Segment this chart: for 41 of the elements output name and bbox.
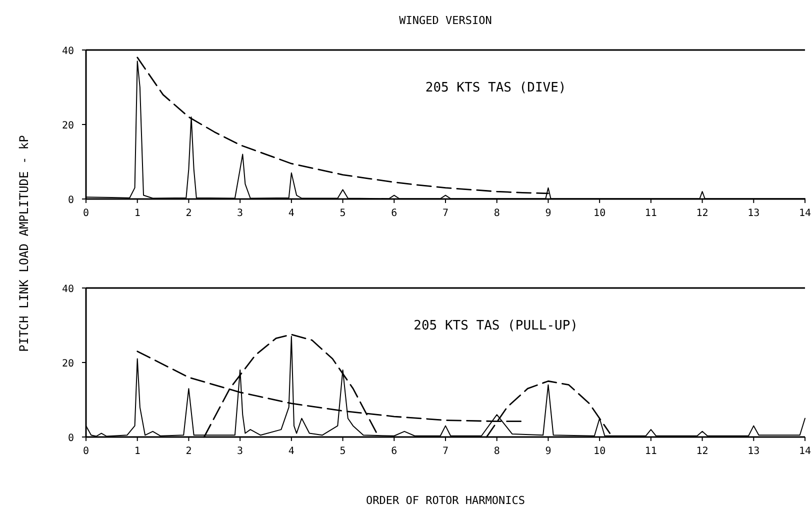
x-tick-label: 7 (442, 208, 449, 219)
y-axis-title: PITCH LINK LOAD AMPLITUDE - kP (17, 135, 31, 352)
chart-title: WINGED VERSION (399, 14, 492, 27)
x-tick-label: 10 (594, 446, 606, 457)
y-tick-label: 40 (62, 46, 74, 57)
x-tick-label: 8 (494, 446, 500, 457)
annotation: 205 KTS TAS (PULL-UP) (414, 318, 578, 334)
x-tick-label: 6 (391, 208, 398, 219)
x-tick-label: 14 (798, 446, 811, 457)
x-tick-label: 1 (134, 208, 140, 219)
x-tick-label: 11 (644, 446, 657, 457)
x-tick-label: 2 (186, 208, 192, 219)
x-tick-label: 0 (82, 446, 90, 457)
y-tick-label: 0 (68, 195, 74, 206)
x-tick-label: 6 (391, 446, 398, 457)
x-tick-label: 9 (545, 208, 552, 219)
x-tick-label: 14 (798, 208, 811, 219)
x-tick-label: 13 (748, 446, 760, 457)
x-tick-label: 1 (134, 446, 140, 457)
x-tick-label: 10 (594, 208, 606, 219)
x-tick-label: 3 (237, 446, 244, 457)
x-tick-label: 9 (545, 446, 552, 457)
y-tick-label: 0 (68, 433, 74, 444)
x-tick-label: 7 (442, 446, 449, 457)
x-tick-label: 5 (340, 446, 346, 457)
x-tick-label: 8 (494, 208, 500, 219)
x-axis-title: ORDER OF ROTOR HARMONICS (366, 494, 525, 507)
x-tick-label: 5 (340, 208, 346, 219)
x-tick-label: 2 (186, 446, 192, 457)
y-tick-label: 20 (62, 358, 74, 370)
y-tick-label: 20 (62, 120, 74, 132)
x-tick-label: 12 (696, 446, 708, 457)
annotation: 205 KTS TAS (DIVE) (425, 80, 566, 96)
x-tick-label: 0 (82, 208, 90, 219)
y-tick-label: 40 (62, 284, 74, 295)
x-tick-label: 12 (696, 208, 708, 219)
x-tick-label: 4 (288, 208, 294, 219)
x-tick-label: 13 (748, 208, 760, 219)
x-tick-label: 4 (288, 446, 294, 457)
x-tick-label: 11 (644, 208, 657, 219)
x-tick-label: 3 (237, 208, 244, 219)
